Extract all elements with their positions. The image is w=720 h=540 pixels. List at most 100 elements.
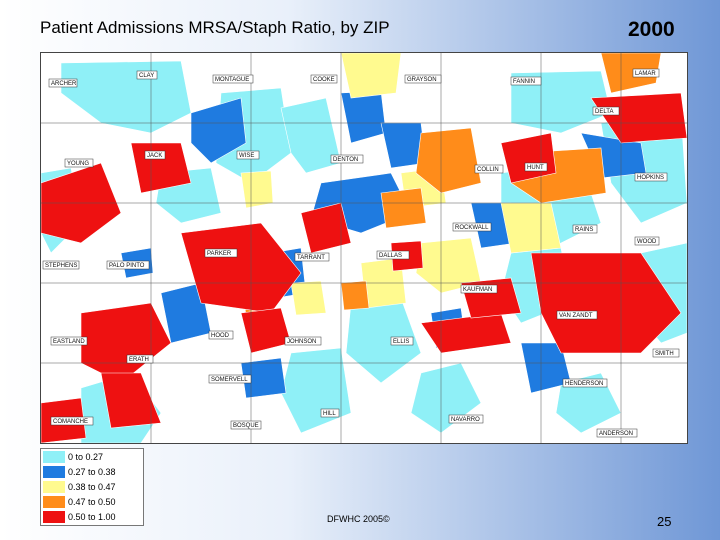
legend-label: 0 to 0.27 (68, 452, 104, 462)
zip-region (340, 280, 370, 311)
svg-text:WOOD: WOOD (637, 239, 657, 245)
svg-text:ERATH: ERATH (129, 357, 149, 363)
zip-region (590, 92, 687, 144)
svg-text:DENTON: DENTON (333, 157, 358, 163)
svg-text:MONTAGUE: MONTAGUE (215, 77, 249, 83)
county-label-somervell: SOMERVELL (208, 374, 252, 384)
svg-text:BOSQUE: BOSQUE (233, 423, 259, 429)
zip-region (300, 202, 352, 254)
zip-region (60, 60, 192, 134)
svg-text:TARRANT: TARRANT (297, 255, 325, 261)
svg-text:PARKER: PARKER (207, 251, 232, 257)
legend-item: 0 to 0.27 (43, 451, 141, 463)
zip-region (190, 97, 247, 164)
footer-copyright: DFWHC 2005© (327, 514, 390, 524)
county-label-collin: COLLIN (474, 164, 504, 174)
legend-item: 0.47 to 0.50 (43, 496, 141, 508)
county-label-navarro: NAVARRO (448, 414, 484, 424)
county-label-lamar: LAMAR (632, 68, 660, 78)
county-label-henderson: HENDERSON (562, 378, 608, 388)
svg-text:WISE: WISE (239, 153, 254, 159)
zip-regions (41, 53, 687, 443)
svg-text:JACK: JACK (147, 153, 162, 159)
svg-text:EASTLAND: EASTLAND (53, 339, 85, 345)
county-label-hopkins: HOPKINS (634, 172, 668, 182)
county-label-palo-pinto: PALO PINTO (106, 260, 150, 270)
county-label-montague: MONTAGUE (212, 74, 254, 84)
zip-region (280, 97, 342, 174)
svg-text:COLLIN: COLLIN (477, 167, 499, 173)
zip-region (80, 302, 172, 384)
svg-text:SOMERVELL: SOMERVELL (211, 377, 248, 383)
county-label-bosque: BOSQUE (230, 420, 262, 430)
svg-text:COOKE: COOKE (313, 77, 335, 83)
svg-text:HOPKINS: HOPKINS (637, 175, 664, 181)
svg-text:STEPHENS: STEPHENS (45, 263, 77, 269)
legend-item: 0.50 to 1.00 (43, 511, 141, 523)
zip-region (240, 357, 287, 399)
county-label-stephens: STEPHENS (42, 260, 80, 270)
legend-swatch (43, 451, 65, 463)
legend-swatch (43, 481, 65, 493)
svg-text:KAUFMAN: KAUFMAN (463, 287, 492, 293)
legend-swatch (43, 466, 65, 478)
zip-region (555, 372, 622, 434)
county-label-rains: RAINS (572, 224, 598, 234)
county-label-ellis: ELLIS (390, 336, 414, 346)
svg-text:PALO PINTO: PALO PINTO (109, 263, 145, 269)
slide-title: Patient Admissions MRSA/Staph Ratio, by … (40, 18, 390, 37)
svg-text:FANNIN: FANNIN (513, 79, 535, 85)
svg-text:ELLIS: ELLIS (393, 339, 409, 345)
svg-text:JOHNSON: JOHNSON (287, 339, 316, 345)
county-label-anderson: ANDERSON (596, 428, 638, 438)
county-label-parker: PARKER (204, 248, 238, 258)
legend-swatch (43, 496, 65, 508)
legend-swatch (43, 511, 65, 523)
map-legend: 0 to 0.27 0.27 to 0.38 0.38 to 0.47 0.47… (40, 448, 144, 526)
county-label-archer: ARCHER (48, 78, 78, 88)
zip-choropleth-map: ARCHER CLAY MONTAGUE COOKE GRAYSON FANNI… (40, 52, 688, 444)
county-label-cooke: COOKE (310, 74, 338, 84)
svg-text:YOUNG: YOUNG (67, 161, 89, 167)
county-label-young: YOUNG (64, 158, 94, 168)
zip-region (240, 307, 292, 354)
county-label-eastland: EASTLAND (50, 336, 88, 346)
zip-region (100, 372, 162, 429)
svg-text:ARCHER: ARCHER (51, 81, 77, 87)
zip-region (340, 53, 402, 99)
zip-region (415, 127, 482, 194)
map-svg: ARCHER CLAY MONTAGUE COOKE GRAYSON FANNI… (41, 53, 687, 443)
svg-text:GRAYSON: GRAYSON (407, 77, 437, 83)
county-label-wood: WOOD (634, 236, 660, 246)
svg-text:HUNT: HUNT (527, 165, 544, 171)
county-label-denton: DENTON (330, 154, 364, 164)
county-label-jack: JACK (144, 150, 166, 160)
legend-item: 0.38 to 0.47 (43, 481, 141, 493)
zip-region (500, 202, 562, 254)
county-label-hood: HOOD (208, 330, 234, 340)
county-label-hill: HILL (320, 408, 340, 418)
svg-text:LAMAR: LAMAR (635, 71, 656, 77)
svg-text:HILL: HILL (323, 411, 336, 417)
page-number: 25 (657, 514, 672, 529)
svg-text:NAVARRO: NAVARRO (451, 417, 480, 423)
county-label-kaufman: KAUFMAN (460, 284, 498, 294)
legend-label: 0.47 to 0.50 (68, 497, 116, 507)
county-labels: ARCHER CLAY MONTAGUE COOKE GRAYSON FANNI… (42, 68, 680, 438)
county-label-clay: CLAY (136, 70, 158, 80)
county-boundaries (41, 53, 687, 443)
year-label: 2000 (628, 18, 675, 41)
svg-text:ANDERSON: ANDERSON (599, 431, 633, 437)
svg-text:ROCKWALL: ROCKWALL (455, 225, 489, 231)
svg-text:HENDERSON: HENDERSON (565, 381, 603, 387)
county-label-erath: ERATH (126, 354, 154, 364)
svg-text:COMANCHE: COMANCHE (53, 419, 88, 425)
legend-label: 0.50 to 1.00 (68, 512, 116, 522)
county-label-rockwall: ROCKWALL (452, 222, 492, 232)
zip-region (180, 222, 302, 314)
county-label-van-zandt: VAN ZANDT (556, 310, 598, 320)
legend-label: 0.27 to 0.38 (68, 467, 116, 477)
county-label-wise: WISE (236, 150, 260, 160)
county-label-johnson: JOHNSON (284, 336, 322, 346)
zip-region (380, 187, 427, 229)
